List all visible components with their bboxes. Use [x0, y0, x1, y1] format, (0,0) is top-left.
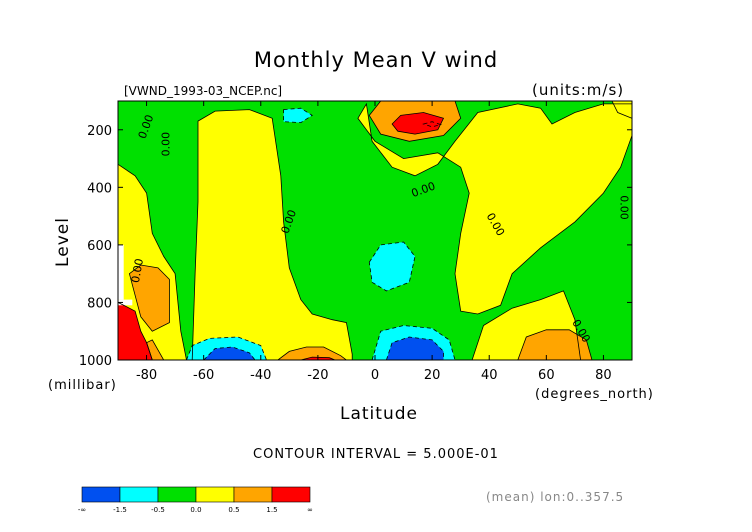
file-label: [VWND_1993-03_NCEP.nc] — [124, 84, 283, 98]
zero-contour-label: 0.00 — [617, 195, 630, 220]
contour-line-yellow-upper-left — [118, 163, 187, 360]
y-tick-label: 400 — [87, 181, 112, 196]
contour-line-red-bottom-mid — [300, 356, 336, 360]
region-orange-left — [129, 265, 170, 332]
x-tick-label: 80 — [595, 368, 612, 383]
contour-line-blue-bottom-left — [203, 346, 256, 360]
region-blue-bottom-center — [386, 337, 444, 360]
contour-line-red-upper — [391, 112, 445, 135]
contour-line-cyan-mid — [368, 241, 416, 292]
y-tick-label: 600 — [87, 239, 112, 254]
contour-line-cyan-upper — [283, 107, 313, 124]
contour-line-orange-bottom-right — [517, 329, 593, 360]
region-blue-bottom-left — [203, 347, 256, 360]
region-red-left — [118, 302, 153, 360]
colorbar-label: -1.5 — [113, 506, 127, 514]
x-axis-unit-label: (degrees_north) — [535, 387, 654, 402]
colorbar-label: -0.5 — [151, 506, 165, 514]
contour-line-orange-left — [128, 264, 170, 332]
y-tick-label: 1000 — [79, 354, 112, 369]
contour-line-yellow-lower-right — [471, 290, 582, 360]
contour-line-cyan-bottom-center — [371, 325, 456, 360]
colorbar-swatch — [157, 486, 197, 503]
colorbar-label: ∞ — [307, 506, 313, 514]
region-yellow-top-right-corner — [612, 101, 632, 119]
contour-line-yellow-upper-right — [357, 102, 632, 315]
x-tick-label: -80 — [136, 368, 157, 383]
units-label: (units:m/s) — [532, 81, 625, 99]
colorbar-label: -∞ — [78, 506, 86, 514]
contour-line-yellow-left-column — [191, 109, 353, 360]
y-axis-unit-label: (millibar) — [48, 378, 117, 393]
x-tick-label: -60 — [193, 368, 214, 383]
y-tick-label: 200 — [87, 124, 112, 139]
region-white-missing-top — [118, 244, 124, 300]
region-yellow-upper-right — [357, 103, 632, 315]
region-orange-bottom-right — [517, 329, 592, 360]
contour-line-cyan-bottom-left — [186, 336, 267, 360]
region-cyan-upper — [283, 108, 313, 123]
contour-line-orange-bottom-mid — [277, 346, 348, 360]
chart-title: Monthly Mean V wind — [253, 48, 499, 72]
colorbar-swatch — [271, 486, 311, 503]
x-tick-label: -20 — [307, 368, 328, 383]
contour-line-orange-upper — [368, 101, 462, 142]
colorbar-swatch — [119, 486, 159, 503]
x-tick-label: 60 — [538, 368, 555, 383]
mean-longitude-note: (mean) lon:0..357.5 — [486, 490, 625, 504]
zero-contour-label: 0.00 — [160, 132, 173, 157]
x-tick-label: 20 — [424, 368, 441, 383]
colorbar-label: 0.5 — [228, 506, 239, 514]
x-tick-label: -40 — [250, 368, 271, 383]
colorbar-label: 1.5 — [266, 506, 277, 514]
region-yellow-left-column — [192, 109, 353, 360]
region-cyan-mid — [369, 242, 415, 291]
colorbar-swatch — [81, 486, 121, 503]
x-tick-label: 0 — [371, 368, 379, 383]
colorbar-swatch — [195, 486, 235, 503]
contour-line-blue-bottom-center — [385, 336, 444, 360]
colorbar-swatch — [233, 486, 273, 503]
colorbar-label: 0.0 — [190, 506, 201, 514]
contour-line-orange-lower-left-edge — [146, 339, 165, 360]
contour-line-yellow-top-right-corner — [611, 101, 632, 119]
region-red-upper — [392, 112, 444, 135]
y-tick-label: 800 — [87, 296, 112, 311]
x-axis-label: Latitude — [340, 404, 418, 424]
zero-contour-label: 0.00 — [129, 258, 146, 284]
x-tick-label: 40 — [481, 368, 498, 383]
contour-interval-note: CONTOUR INTERVAL = 5.000E-01 — [253, 447, 499, 462]
